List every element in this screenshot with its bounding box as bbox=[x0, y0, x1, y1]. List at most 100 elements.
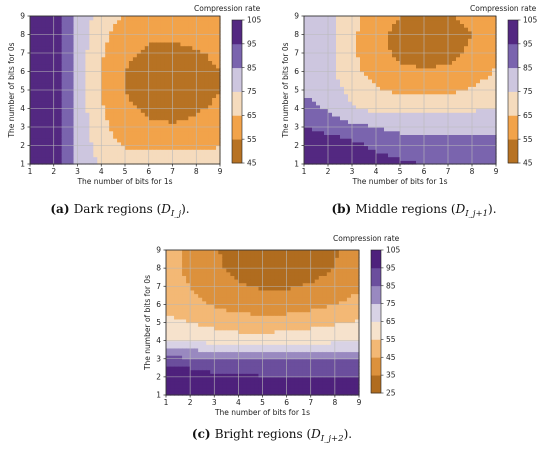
contour-cell bbox=[234, 337, 239, 342]
contour-cell bbox=[148, 60, 154, 65]
contour-cell bbox=[250, 282, 256, 287]
contour-cell bbox=[316, 138, 321, 143]
contour-cell bbox=[125, 86, 130, 91]
contour-cell bbox=[97, 67, 102, 73]
contour-cell bbox=[336, 108, 341, 113]
contour-cell bbox=[472, 134, 477, 139]
contour-cell bbox=[254, 366, 260, 371]
contour-cell bbox=[105, 30, 110, 36]
contour-cell bbox=[117, 23, 122, 28]
contour-cell bbox=[234, 289, 239, 295]
contour-cell bbox=[440, 123, 445, 128]
contour-cell bbox=[472, 123, 477, 128]
contour-cell bbox=[57, 156, 63, 161]
contour-cell bbox=[200, 41, 205, 47]
contour-cell bbox=[238, 300, 243, 305]
contour-cell bbox=[160, 53, 166, 58]
contour-cell bbox=[101, 16, 106, 21]
contour-cell bbox=[246, 260, 252, 266]
contour-cell bbox=[85, 75, 90, 80]
contour-cell bbox=[324, 41, 329, 47]
contour-cell bbox=[97, 49, 102, 54]
contour-cell bbox=[49, 23, 55, 28]
x-tick-label: 7 bbox=[170, 167, 175, 176]
contour-cell bbox=[166, 366, 171, 371]
contour-cell bbox=[488, 130, 493, 135]
contour-cell bbox=[198, 311, 203, 316]
contour-cell bbox=[156, 27, 162, 32]
contour-cell bbox=[178, 282, 183, 287]
contour-cell bbox=[328, 108, 333, 113]
contour-cell bbox=[41, 45, 47, 50]
contour-cell bbox=[186, 282, 191, 287]
contour-cell bbox=[200, 156, 205, 161]
contour-cell bbox=[136, 160, 142, 165]
contour-cell bbox=[392, 19, 397, 24]
contour-cell bbox=[364, 53, 369, 58]
contour-cell bbox=[41, 127, 47, 132]
contour-cell bbox=[140, 45, 146, 50]
contour-cell bbox=[424, 104, 429, 110]
contour-cell bbox=[101, 115, 106, 121]
contour-cell bbox=[170, 315, 175, 320]
contour-cell bbox=[336, 112, 341, 117]
contour-cell bbox=[41, 138, 47, 143]
contour-cell bbox=[170, 304, 175, 309]
contour-cell bbox=[128, 27, 134, 32]
contour-cell bbox=[208, 19, 213, 24]
contour-cell bbox=[400, 119, 405, 124]
contour-cell bbox=[456, 75, 461, 80]
contour-cell bbox=[456, 138, 461, 143]
contour-cell bbox=[53, 130, 59, 135]
contour-cell bbox=[182, 391, 187, 396]
contour-cell bbox=[340, 123, 345, 128]
contour-cell bbox=[61, 90, 67, 95]
contour-cell bbox=[352, 101, 357, 106]
contour-cell bbox=[356, 56, 361, 61]
contour-cell bbox=[352, 130, 357, 135]
contour-cell bbox=[93, 45, 98, 50]
contour-cell bbox=[250, 384, 256, 389]
contour-cell bbox=[392, 49, 397, 54]
contour-cell bbox=[121, 30, 126, 36]
contour-cell bbox=[344, 90, 349, 95]
contour-cell bbox=[152, 97, 158, 102]
contour-cell bbox=[148, 108, 154, 113]
contour-cell bbox=[226, 362, 231, 367]
contour-cell bbox=[41, 49, 47, 54]
contour-cell bbox=[97, 86, 102, 91]
contour-cell bbox=[436, 138, 441, 143]
contour-cell bbox=[49, 49, 55, 54]
contour-cell bbox=[340, 75, 345, 80]
contour-cell bbox=[206, 264, 211, 269]
contour-cell bbox=[484, 56, 489, 61]
contour-cell bbox=[174, 253, 179, 258]
contour-cell bbox=[364, 108, 369, 113]
contour-cell bbox=[258, 369, 264, 374]
contour-cell bbox=[53, 19, 59, 24]
caption-subscript: I_j+1 bbox=[464, 209, 488, 219]
contour-cell bbox=[304, 90, 309, 95]
contour-cell bbox=[324, 152, 329, 158]
contour-cell bbox=[372, 130, 377, 135]
contour-cell bbox=[440, 78, 445, 84]
contour-cell bbox=[472, 127, 477, 132]
contour-cell bbox=[61, 86, 67, 91]
contour-cell bbox=[144, 45, 150, 50]
colorbar-tick-label: 85 bbox=[523, 63, 533, 72]
contour-cell bbox=[186, 373, 191, 378]
contour-cell bbox=[117, 60, 122, 65]
contour-cell bbox=[101, 156, 106, 161]
contour-cell bbox=[37, 152, 43, 158]
contour-cell bbox=[308, 34, 313, 39]
contour-cell bbox=[204, 115, 209, 121]
contour-cell bbox=[404, 78, 409, 84]
contour-cell bbox=[416, 60, 421, 65]
contour-cell bbox=[234, 351, 239, 356]
contour-cell bbox=[204, 152, 209, 158]
contour-cell bbox=[364, 60, 369, 65]
contour-cell bbox=[156, 138, 162, 143]
contour-cell bbox=[204, 127, 209, 132]
contour-cell bbox=[117, 38, 122, 43]
contour-cell bbox=[49, 64, 55, 69]
